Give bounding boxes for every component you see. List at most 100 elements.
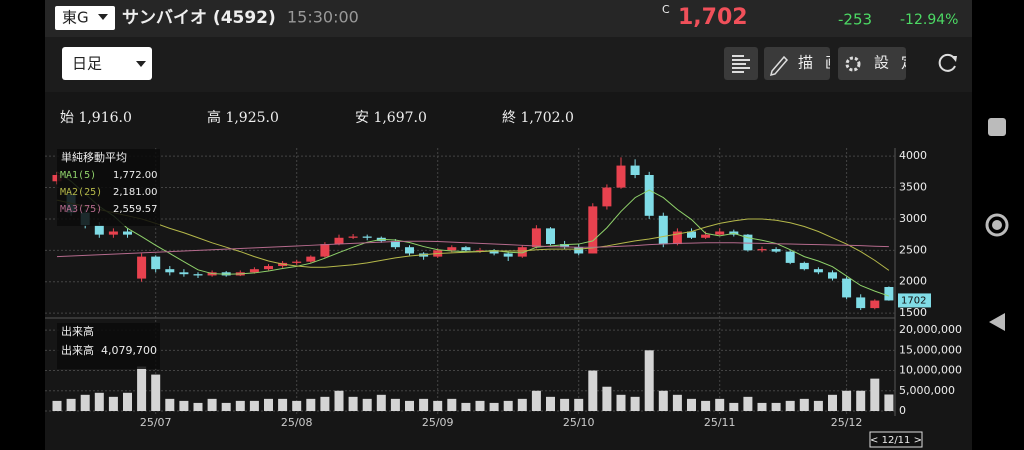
y-tick-label: 0 bbox=[899, 404, 906, 417]
volume-bar bbox=[785, 400, 795, 411]
y-tick-label: 20,000,000 bbox=[899, 323, 962, 336]
candle-body bbox=[461, 247, 471, 251]
volume-bar bbox=[348, 396, 358, 411]
volume-bar bbox=[447, 398, 457, 411]
draw-label: 描画 bbox=[798, 54, 852, 72]
date-nav-box[interactable] bbox=[869, 431, 923, 448]
volume-bar bbox=[108, 396, 118, 411]
volume-title: 出来高 bbox=[61, 324, 94, 338]
candle-body bbox=[644, 174, 654, 216]
y-tick-label: 15,000,000 bbox=[899, 343, 962, 356]
volume-bar bbox=[151, 374, 161, 411]
volume-bar bbox=[813, 400, 823, 411]
volume-bar bbox=[729, 402, 739, 411]
candle-body bbox=[475, 250, 485, 252]
candle-body bbox=[856, 297, 866, 309]
price: 1,702 bbox=[678, 5, 748, 30]
candle-body bbox=[813, 269, 823, 273]
candle-body bbox=[574, 247, 584, 254]
candle-body bbox=[348, 236, 358, 238]
volume-bar bbox=[334, 390, 344, 411]
x-tick-label: 25/12 bbox=[831, 416, 863, 429]
volume-bar bbox=[264, 398, 273, 411]
volume-bar bbox=[715, 398, 725, 411]
volume-bar bbox=[602, 386, 612, 411]
volume-bar bbox=[278, 398, 288, 411]
candle-body bbox=[560, 244, 570, 248]
candle-body bbox=[193, 274, 203, 276]
volume-bar bbox=[503, 400, 513, 411]
period: 日足 bbox=[72, 55, 102, 73]
refresh-icon[interactable] bbox=[938, 53, 956, 72]
candle-body bbox=[672, 231, 682, 245]
volume-bar bbox=[292, 400, 302, 411]
gear-icon bbox=[845, 56, 861, 72]
legend-value: 2,559.57 bbox=[113, 204, 158, 215]
volume-bar bbox=[362, 398, 372, 411]
volume-bar bbox=[616, 394, 626, 411]
y-tick-label: 3500 bbox=[899, 181, 927, 194]
volume-bar bbox=[546, 396, 555, 411]
legend-name: MA2(25) bbox=[60, 187, 102, 198]
volume-bar bbox=[179, 400, 189, 411]
volume-bar bbox=[771, 402, 781, 411]
dropdown-arrow bbox=[136, 61, 146, 67]
volume-bar bbox=[461, 402, 471, 411]
candle-body bbox=[687, 231, 696, 238]
period-select[interactable] bbox=[62, 47, 152, 80]
volume-bar bbox=[884, 394, 894, 411]
volume-legend-label: 出来高 bbox=[61, 343, 94, 357]
volume-bar bbox=[517, 398, 527, 411]
recent-apps[interactable] bbox=[988, 118, 1006, 136]
candle-body bbox=[123, 231, 132, 235]
volume-bar bbox=[870, 378, 880, 411]
candle-body bbox=[137, 256, 147, 279]
candle-body bbox=[292, 261, 302, 263]
ma-line bbox=[56, 199, 890, 271]
candle-body bbox=[320, 244, 330, 257]
ma-line bbox=[56, 240, 889, 258]
volume-bar bbox=[193, 402, 203, 411]
volume-bar bbox=[489, 402, 499, 411]
volume-bar bbox=[221, 402, 231, 411]
change: -253 bbox=[838, 11, 872, 29]
candle-body bbox=[531, 228, 541, 248]
legend-value: 2,181.00 bbox=[113, 187, 158, 198]
date-nav: < 12/11 > bbox=[870, 435, 922, 446]
draw-button[interactable]: 描画 bbox=[764, 47, 852, 80]
volume-bar bbox=[405, 400, 414, 411]
candle-body bbox=[151, 256, 161, 270]
volume-bar bbox=[235, 400, 245, 411]
candle-body bbox=[658, 215, 668, 245]
volume-bar bbox=[123, 392, 132, 411]
button-bg bbox=[764, 47, 830, 80]
volume-bar bbox=[419, 398, 429, 411]
candle-body bbox=[249, 269, 259, 273]
candle-body bbox=[842, 278, 852, 298]
settings-label: 設定 bbox=[874, 54, 928, 72]
close-label: 終 1,702.0 bbox=[502, 110, 574, 126]
market-select[interactable] bbox=[55, 6, 115, 30]
volume-bar bbox=[856, 390, 866, 411]
x-tick-label: 25/07 bbox=[140, 416, 172, 429]
candle-body bbox=[447, 247, 457, 251]
candle-body bbox=[743, 234, 753, 251]
candle-body bbox=[870, 300, 880, 309]
volume-bar bbox=[799, 398, 809, 411]
candle-body bbox=[94, 225, 104, 235]
volume-bar bbox=[306, 398, 316, 411]
candle-body bbox=[503, 253, 513, 257]
home-dot bbox=[992, 220, 1002, 230]
legend-value: 1,772.00 bbox=[113, 170, 158, 181]
volume-bar bbox=[52, 400, 62, 411]
last-price: 1702 bbox=[901, 295, 926, 306]
volume-bar bbox=[390, 398, 400, 411]
candle-body bbox=[602, 187, 612, 207]
candle-body bbox=[771, 249, 781, 252]
back[interactable] bbox=[989, 313, 1005, 331]
y-tick-label: 4000 bbox=[899, 149, 927, 162]
volume-bar bbox=[376, 394, 386, 411]
home[interactable] bbox=[985, 213, 1009, 237]
settings-button[interactable]: 設定 bbox=[838, 47, 928, 80]
candle-body bbox=[405, 247, 414, 254]
